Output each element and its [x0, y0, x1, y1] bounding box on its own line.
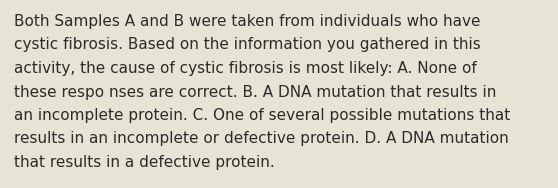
- Text: Both Samples A and B were taken from individuals who have: Both Samples A and B were taken from ind…: [14, 14, 480, 29]
- Text: that results in a defective protein.: that results in a defective protein.: [14, 155, 275, 170]
- Text: cystic fibrosis. Based on the information you gathered in this: cystic fibrosis. Based on the informatio…: [14, 37, 481, 52]
- Text: these respo nses are correct. B. A DNA mutation that results in: these respo nses are correct. B. A DNA m…: [14, 84, 497, 99]
- Text: an incomplete protein. C. One of several possible mutations that: an incomplete protein. C. One of several…: [14, 108, 510, 123]
- Text: activity, the cause of cystic fibrosis is most likely: A. None of: activity, the cause of cystic fibrosis i…: [14, 61, 477, 76]
- Text: results in an incomplete or defective protein. D. A DNA mutation: results in an incomplete or defective pr…: [14, 131, 509, 146]
